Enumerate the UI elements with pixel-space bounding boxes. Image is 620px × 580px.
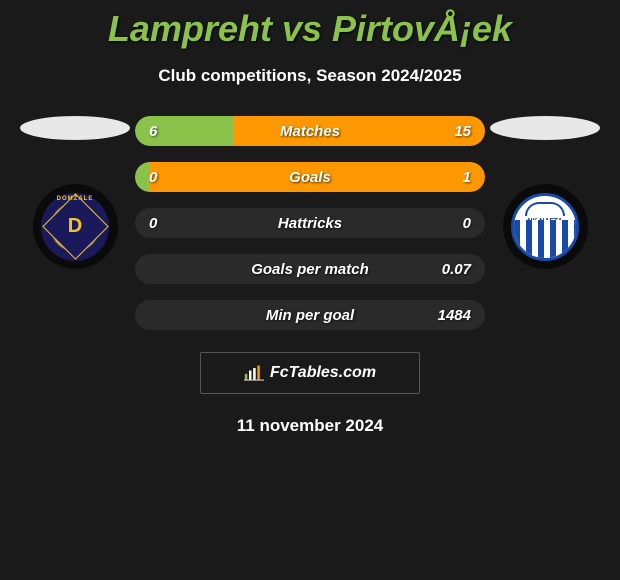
stat-label: Matches [280, 123, 340, 140]
left-player-col: DOMŽALE [15, 116, 135, 269]
brand-link[interactable]: FcTables.com [200, 352, 420, 394]
comparison-widget: Lampreht vs PirtovÅ¡ek Club competitions… [0, 0, 620, 436]
brand-text: FcTables.com [270, 364, 376, 382]
player-avatar-placeholder-right [490, 116, 600, 140]
stat-value-left: 6 [149, 123, 157, 140]
stat-bar: 0 Hattricks 0 [135, 208, 485, 238]
stat-label: Goals [289, 169, 331, 186]
stat-value-right: 0.07 [442, 261, 471, 278]
stat-bar: Min per goal 1484 [135, 300, 485, 330]
stat-fill-right [233, 116, 485, 146]
stat-value-right: 15 [454, 123, 471, 140]
stats-column: 6 Matches 15 0 Goals 1 0 Hattricks 0 Goals per ma… [135, 116, 485, 330]
stat-fill-left [135, 162, 149, 192]
stat-value-left: 0 [149, 215, 157, 232]
main-row: DOMŽALE 6 Matches 15 0 Goals 1 0 Hattricks 0 Goal… [0, 116, 620, 330]
player-avatar-placeholder-left [20, 116, 130, 140]
club-badge-left[interactable]: DOMŽALE [33, 184, 118, 269]
stat-label: Goals per match [251, 261, 369, 278]
stat-label: Min per goal [266, 307, 354, 324]
bar-chart-icon [244, 365, 264, 381]
generated-date: 11 november 2024 [0, 416, 620, 436]
stat-value-right: 0 [463, 215, 471, 232]
stat-value-right: 1484 [438, 307, 471, 324]
stat-value-right: 1 [463, 169, 471, 186]
subtitle: Club competitions, Season 2024/2025 [0, 66, 620, 86]
stat-bar: 6 Matches 15 [135, 116, 485, 146]
club-badge-right[interactable]: NK NAFTA [503, 184, 588, 269]
club-crest-nafta-icon: NK NAFTA [511, 193, 579, 261]
right-player-col: NK NAFTA [485, 116, 605, 269]
stat-value-left: 0 [149, 169, 157, 186]
stat-bar: 0 Goals 1 [135, 162, 485, 192]
page-title: Lampreht vs PirtovÅ¡ek [0, 8, 620, 50]
club-crest-domzale-icon: DOMŽALE [41, 193, 109, 261]
stat-label: Hattricks [278, 215, 342, 232]
stat-bar: Goals per match 0.07 [135, 254, 485, 284]
